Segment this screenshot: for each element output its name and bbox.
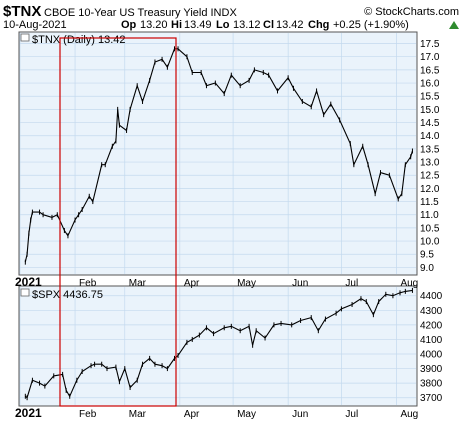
- open-label: Op: [121, 19, 137, 31]
- description: CBOE 10-Year US Treasury Yield INDX: [44, 7, 237, 19]
- chart-toggle-icon[interactable]: [20, 288, 30, 297]
- y-tick-label: 4100: [420, 335, 443, 346]
- y-tick-label: 3800: [420, 379, 443, 390]
- spx-panel: [18, 285, 418, 407]
- y-tick-label: 12.0: [420, 184, 440, 195]
- open-value: 13.20: [140, 19, 168, 31]
- tnx-price-series: [24, 46, 413, 265]
- x-tick-label: Feb: [79, 409, 97, 420]
- highlight-box: [59, 37, 177, 407]
- y-tick-label: 16.5: [420, 65, 440, 76]
- y-tick-label: 15.5: [420, 92, 440, 103]
- high-label: Hi: [171, 19, 182, 31]
- tnx-panel: [18, 31, 418, 276]
- y-tick-label: 10.0: [420, 237, 440, 248]
- x-tick-label: Aug: [400, 409, 418, 420]
- low-label: Lo: [216, 19, 230, 31]
- x-tick-label: Mar: [129, 409, 147, 420]
- x-tick-label: May: [237, 409, 256, 420]
- y-tick-label: 4200: [420, 320, 443, 331]
- y-tick-label: 4300: [420, 306, 443, 317]
- x-tick-label: Jun: [292, 409, 308, 420]
- y-tick-label: 10.5: [420, 223, 440, 234]
- y-tick-label: 3700: [420, 393, 443, 404]
- y-tick-label: 11.0: [420, 210, 439, 221]
- spx-x-axis: 2021 Feb Mar Apr May Jun Jul Aug: [15, 406, 418, 420]
- y-tick-label: 17.5: [420, 39, 440, 50]
- spx-price-series: [24, 287, 413, 401]
- close-label: Cl: [263, 19, 274, 31]
- price-line: [24, 289, 413, 399]
- spx-y-axis: 3700 3800 3900 4000 4100 4200 4300 4400: [420, 291, 443, 404]
- y-tick-label: 9.5: [420, 250, 434, 261]
- chart-toggle-icon[interactable]: [20, 33, 30, 42]
- spx-legend: $SPX 4436.75: [32, 289, 103, 301]
- x-tick-label: Jul: [345, 409, 358, 420]
- tnx-y-axis: 9.0 9.5 10.0 10.5 11.0 11.5 12.0 12.5 13.0 13.5 14…: [420, 39, 440, 274]
- y-tick-label: 13.0: [420, 158, 440, 169]
- y-tick-label: 4000: [420, 350, 443, 361]
- low-value: 13.12: [233, 19, 261, 31]
- y-tick-label: 4400: [420, 291, 443, 302]
- x-tick-label: Apr: [184, 278, 200, 289]
- triangle-up-icon: [449, 21, 459, 29]
- y-tick-label: 13.5: [420, 144, 440, 155]
- x-tick-label: Aug: [400, 278, 418, 289]
- x-tick-label: Feb: [79, 278, 97, 289]
- y-tick-label: 11.5: [420, 197, 439, 208]
- high-value: 13.49: [184, 19, 212, 31]
- x-tick-label: 2021: [15, 406, 42, 420]
- x-tick-label: Jun: [292, 278, 308, 289]
- y-tick-label: 17.0: [420, 52, 440, 63]
- tnx-legend: $TNX (Daily) 13.42: [32, 34, 126, 46]
- y-tick-label: 3900: [420, 364, 443, 375]
- watermark: © StockCharts.com: [364, 6, 459, 18]
- x-tick-label: 2021: [15, 275, 42, 289]
- tnx-x-axis: 2021 Feb Mar Apr May Jun Jul Aug: [15, 275, 418, 289]
- y-tick-label: 9.0: [420, 263, 434, 274]
- y-tick-label: 15.0: [420, 105, 440, 116]
- y-tick-label: 12.5: [420, 171, 440, 182]
- date-label: 10-Aug-2021: [3, 19, 67, 31]
- symbol: $TNX: [3, 3, 41, 20]
- tnx-gridlines: [19, 33, 416, 274]
- y-tick-label: 14.0: [420, 131, 440, 142]
- x-tick-label: Apr: [184, 409, 200, 420]
- x-tick-label: Jul: [345, 278, 358, 289]
- x-tick-label: May: [237, 278, 256, 289]
- change-value: +0.25 (+1.90%): [333, 19, 409, 31]
- y-tick-label: 14.5: [420, 118, 440, 129]
- change-label: Chg: [308, 19, 329, 31]
- y-tick-label: 16.0: [420, 79, 440, 90]
- x-tick-label: Mar: [129, 278, 147, 289]
- close-value: 13.42: [276, 19, 304, 31]
